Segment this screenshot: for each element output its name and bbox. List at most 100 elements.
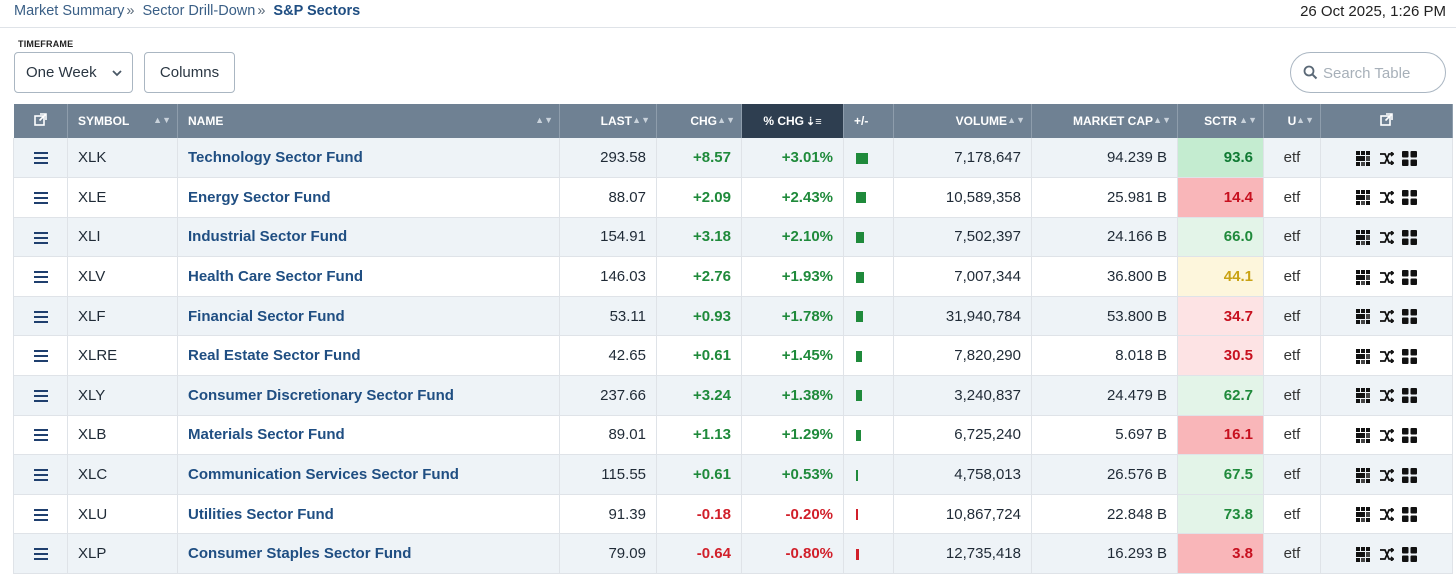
col-header-last-label: LAST [600,114,632,128]
change-bar [856,232,864,244]
col-header-symbol[interactable]: SYMBOL ▲▼ [67,104,178,138]
compare-icon[interactable] [1379,349,1394,363]
row-name-link[interactable]: Consumer Staples Sector Fund [177,533,560,575]
row-menu-button[interactable] [13,296,68,337]
row-last: 79.09 [559,533,657,575]
table-row[interactable]: XLK Technology Sector Fund 293.58 +8.57 +3.0… [13,138,1453,179]
menu-icon [33,548,48,561]
table-row[interactable]: XLP Consumer Staples Sector Fund 79.09 -0.6… [13,533,1453,575]
compare-icon[interactable] [1379,468,1394,482]
col-header-name[interactable]: NAME ▲▼ [177,104,560,138]
compare-icon[interactable] [1379,151,1394,165]
row-name-link[interactable]: Technology Sector Fund [177,138,560,179]
row-change-bar-cell [843,296,894,337]
row-menu-button[interactable] [13,533,68,575]
columns-button[interactable]: Columns [144,52,235,93]
sort-icon: ▲▼ [153,115,171,125]
row-menu-button[interactable] [13,335,68,377]
menu-icon [33,389,48,402]
table-row[interactable]: XLY Consumer Discretionary Sector Fund 237… [13,375,1453,416]
compare-icon[interactable] [1379,310,1394,324]
row-name-link[interactable]: Real Estate Sector Fund [177,335,560,377]
col-header-u[interactable]: U ▲▼ [1263,104,1321,138]
grid-icon[interactable] [1402,230,1417,246]
row-volume: 7,820,290 [893,335,1032,377]
row-name-link[interactable]: Financial Sector Fund [177,296,560,337]
row-name-link[interactable]: Materials Sector Fund [177,415,560,456]
chart-icon[interactable] [1356,269,1371,285]
row-menu-button[interactable] [13,454,68,495]
grid-icon[interactable] [1402,427,1417,443]
compare-icon[interactable] [1379,428,1394,442]
breadcrumb-market-summary[interactable]: Market Summary [14,3,125,19]
col-header-plusminus[interactable]: +/- [843,104,894,138]
grid-icon[interactable] [1402,546,1417,562]
search-box[interactable] [1290,52,1446,93]
table-row[interactable]: XLI Industrial Sector Fund 154.91 +3.18 +2.1… [13,217,1453,258]
chart-icon[interactable] [1356,150,1371,166]
popout-header-right[interactable] [1320,104,1453,138]
row-u: etf [1263,296,1321,337]
col-header-sctr[interactable]: SCTR ▲▼ [1177,104,1264,138]
compare-icon[interactable] [1379,231,1394,245]
table-row[interactable]: XLV Health Care Sector Fund 146.03 +2.76 +1.… [13,256,1453,297]
row-name-link[interactable]: Industrial Sector Fund [177,217,560,258]
grid-icon[interactable] [1402,269,1417,285]
row-name-link[interactable]: Energy Sector Fund [177,177,560,218]
row-menu-button[interactable] [13,138,68,179]
row-sctr: 14.4 [1177,177,1264,218]
chart-icon[interactable] [1356,507,1371,523]
chart-icon[interactable] [1356,190,1371,206]
chart-icon[interactable] [1356,309,1371,325]
row-menu-button[interactable] [13,177,68,218]
row-menu-button[interactable] [13,494,68,535]
table-row[interactable]: XLF Financial Sector Fund 53.11 +0.93 +1.78%… [13,296,1453,337]
col-header-market-cap[interactable]: MARKET CAP ▲▼ [1031,104,1178,138]
compare-icon[interactable] [1379,547,1394,561]
breadcrumb-sector-drill-down[interactable]: Sector Drill-Down [142,3,256,19]
popout-header[interactable] [13,104,68,138]
compare-icon[interactable] [1379,389,1394,403]
grid-icon[interactable] [1402,190,1417,206]
table-row[interactable]: XLE Energy Sector Fund 88.07 +2.09 +2.43% 10,… [13,177,1453,218]
row-name-link[interactable]: Consumer Discretionary Sector Fund [177,375,560,416]
table-row[interactable]: XLU Utilities Sector Fund 91.39 -0.18 -0.20%… [13,494,1453,535]
col-header-volume[interactable]: VOLUME ▲▼ [893,104,1032,138]
row-pct-chg: +1.29% [741,415,844,456]
row-name-link[interactable]: Health Care Sector Fund [177,256,560,297]
chart-icon[interactable] [1356,348,1371,364]
timeframe-select[interactable]: One Week [14,52,133,93]
compare-icon[interactable] [1379,191,1394,205]
grid-icon[interactable] [1402,348,1417,364]
col-header-last[interactable]: LAST ▲▼ [559,104,657,138]
row-menu-button[interactable] [13,217,68,258]
grid-icon[interactable] [1402,309,1417,325]
sector-table: SYMBOL ▲▼ NAME ▲▼ LAST ▲▼ CHG ▲▼ % CHG ⇣≡ +/-… [13,104,1453,575]
grid-icon[interactable] [1402,467,1417,483]
grid-icon[interactable] [1402,388,1417,404]
chart-icon[interactable] [1356,546,1371,562]
row-volume: 6,725,240 [893,415,1032,456]
chart-icon[interactable] [1356,427,1371,443]
chart-icon[interactable] [1356,467,1371,483]
grid-icon[interactable] [1402,150,1417,166]
col-header-market-cap-label: MARKET CAP [1073,114,1153,128]
row-name-link[interactable]: Communication Services Sector Fund [177,454,560,495]
table-row[interactable]: XLB Materials Sector Fund 89.01 +1.13 +1.29%… [13,415,1453,456]
grid-icon[interactable] [1402,507,1417,523]
chart-icon[interactable] [1356,230,1371,246]
row-chg: +8.57 [656,138,742,179]
compare-icon[interactable] [1379,270,1394,284]
search-input[interactable] [1323,62,1437,84]
table-row[interactable]: XLRE Real Estate Sector Fund 42.65 +0.61 +1.… [13,335,1453,377]
col-header-chg[interactable]: CHG ▲▼ [656,104,742,138]
compare-icon[interactable] [1379,508,1394,522]
col-header-pct-chg[interactable]: % CHG ⇣≡ [741,104,844,138]
row-name-link[interactable]: Utilities Sector Fund [177,494,560,535]
menu-icon [33,350,48,363]
row-menu-button[interactable] [13,256,68,297]
chart-icon[interactable] [1356,388,1371,404]
table-row[interactable]: XLC Communication Services Sector Fund 115… [13,454,1453,495]
row-menu-button[interactable] [13,415,68,456]
row-menu-button[interactable] [13,375,68,416]
